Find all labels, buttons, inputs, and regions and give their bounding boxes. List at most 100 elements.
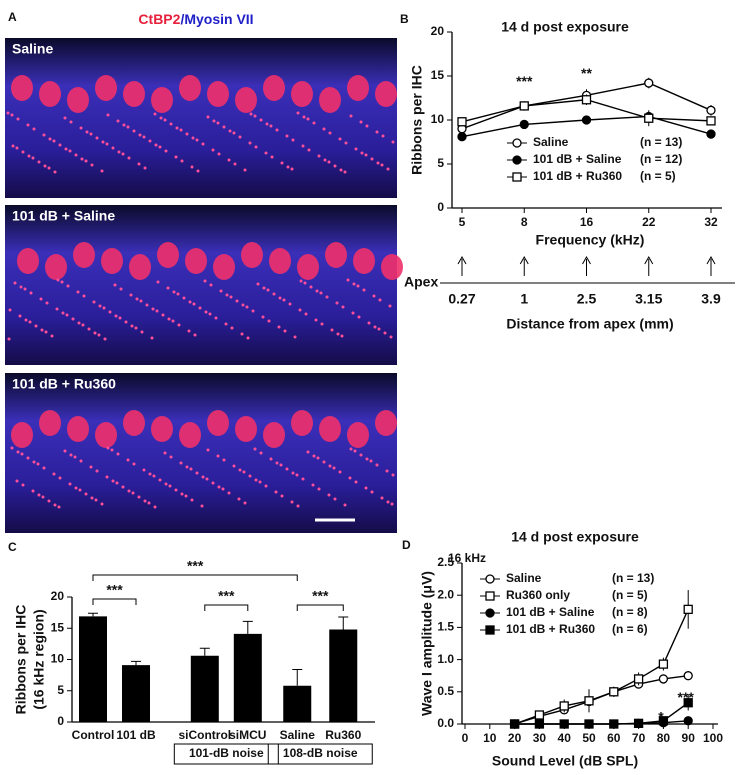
ribbon-dot (177, 323, 181, 327)
ribbon-dot (163, 451, 167, 455)
ribbon-dot (291, 138, 295, 142)
ribbon-dot (309, 285, 313, 289)
ribbon-dot (117, 150, 121, 154)
ribbon-dot (264, 151, 268, 155)
ribbon-dot (328, 131, 332, 135)
ribbon-dot (98, 304, 102, 308)
ribbon-dot (206, 448, 210, 452)
ribbon-dot (175, 126, 179, 130)
ribbon-dot (377, 327, 381, 331)
ribbon-dot (375, 130, 379, 134)
ribbon-dot (388, 304, 392, 308)
ribbon-dot (238, 135, 242, 139)
micrograph (5, 373, 397, 533)
ribbon-dot (24, 318, 28, 322)
ribbon-dot (15, 479, 19, 483)
ribbon-dot (206, 115, 210, 119)
ribbon-dot (143, 166, 147, 170)
y-tick-label: 0 (437, 200, 444, 214)
ribbon-dot (275, 461, 279, 465)
ribbon-dot (385, 469, 389, 473)
ribbon-dot (121, 152, 125, 156)
ribbon-dot (23, 287, 27, 291)
ribbon-dot (159, 116, 163, 120)
marker (485, 574, 495, 584)
ribbon-dot (348, 476, 352, 480)
nucleus (73, 242, 95, 268)
x-tick-label: 5 (459, 215, 466, 229)
nucleus (353, 248, 375, 274)
x-tick-label: siMCU (229, 728, 266, 742)
ribbon-dot (95, 136, 99, 140)
ribbon-dot (232, 131, 236, 135)
ribbon-dot (100, 502, 104, 506)
ribbon-dot (279, 463, 283, 467)
ribbon-dot (264, 484, 268, 488)
ribbon-dot (6, 111, 10, 115)
marker (683, 604, 693, 615)
image-label: Saline (12, 41, 53, 57)
ribbon-dot (278, 296, 282, 300)
bracket (296, 604, 344, 611)
ribbon-dot (185, 465, 189, 469)
ribbon-dot (100, 169, 104, 173)
ribbon-dot (222, 125, 226, 129)
ribbon-dot (84, 492, 88, 496)
ribbon-dot (209, 283, 213, 287)
nucleus (151, 87, 173, 113)
ribbon-dot (390, 502, 394, 506)
ribbon-dot (295, 473, 299, 477)
legend-label: 101 dB + Saline (533, 152, 622, 166)
ribbon-dot (127, 156, 131, 160)
ribbon-dot (240, 332, 244, 336)
marker (559, 701, 569, 711)
ribbon-dot (205, 477, 209, 481)
ribbon-dot (174, 488, 178, 492)
marker (457, 132, 467, 142)
ribbon-dot (307, 148, 311, 152)
nucleus (179, 422, 201, 448)
ribbon-dot (274, 490, 278, 494)
ribbon-dot (335, 301, 339, 305)
ribbon-dot (184, 494, 188, 498)
legend-label: 101 dB + Ru360 (506, 622, 595, 636)
ribbon-dot (344, 141, 348, 145)
ribbon-dot (111, 479, 115, 483)
ribbon-dot (105, 142, 109, 146)
ribbon-dot (224, 322, 228, 326)
nucleus (291, 81, 313, 107)
nucleus (319, 416, 341, 442)
ribbon-dot (211, 481, 215, 485)
apex-value: 3.9 (701, 291, 721, 307)
ribbon-dot (325, 295, 329, 299)
ribbon-dot (53, 170, 57, 174)
ribbon-dot (349, 114, 353, 118)
nucleus (291, 410, 313, 436)
ribbon-dot (163, 118, 167, 122)
ribbon-dot (103, 337, 107, 341)
ribbon-dot (93, 331, 97, 335)
ribbon-dot (277, 325, 281, 329)
nucleus (347, 75, 369, 101)
ribbon-dot (36, 462, 40, 466)
x-tick-label: 16 (580, 215, 594, 229)
marker (683, 671, 693, 681)
marker (644, 113, 654, 123)
ribbon-dot (166, 286, 170, 290)
image-label: 101 dB + Saline (12, 208, 115, 224)
nucleus (185, 248, 207, 274)
ribbon-dot (212, 119, 216, 123)
ribbon-dot (179, 461, 183, 465)
ribbon-dot (369, 459, 373, 463)
marker (658, 659, 669, 669)
x-tick-label: 90 (682, 731, 696, 745)
ribbon-dot (242, 470, 246, 474)
ribbon-dot (171, 319, 175, 323)
ribbon-dot (85, 130, 89, 134)
ribbon-dot (269, 124, 273, 128)
ribbon-dot (322, 460, 326, 464)
ribbon-dot (338, 137, 342, 141)
ribbon-dot (303, 281, 307, 285)
nucleus (123, 81, 145, 107)
ribbon-dot (13, 281, 17, 285)
